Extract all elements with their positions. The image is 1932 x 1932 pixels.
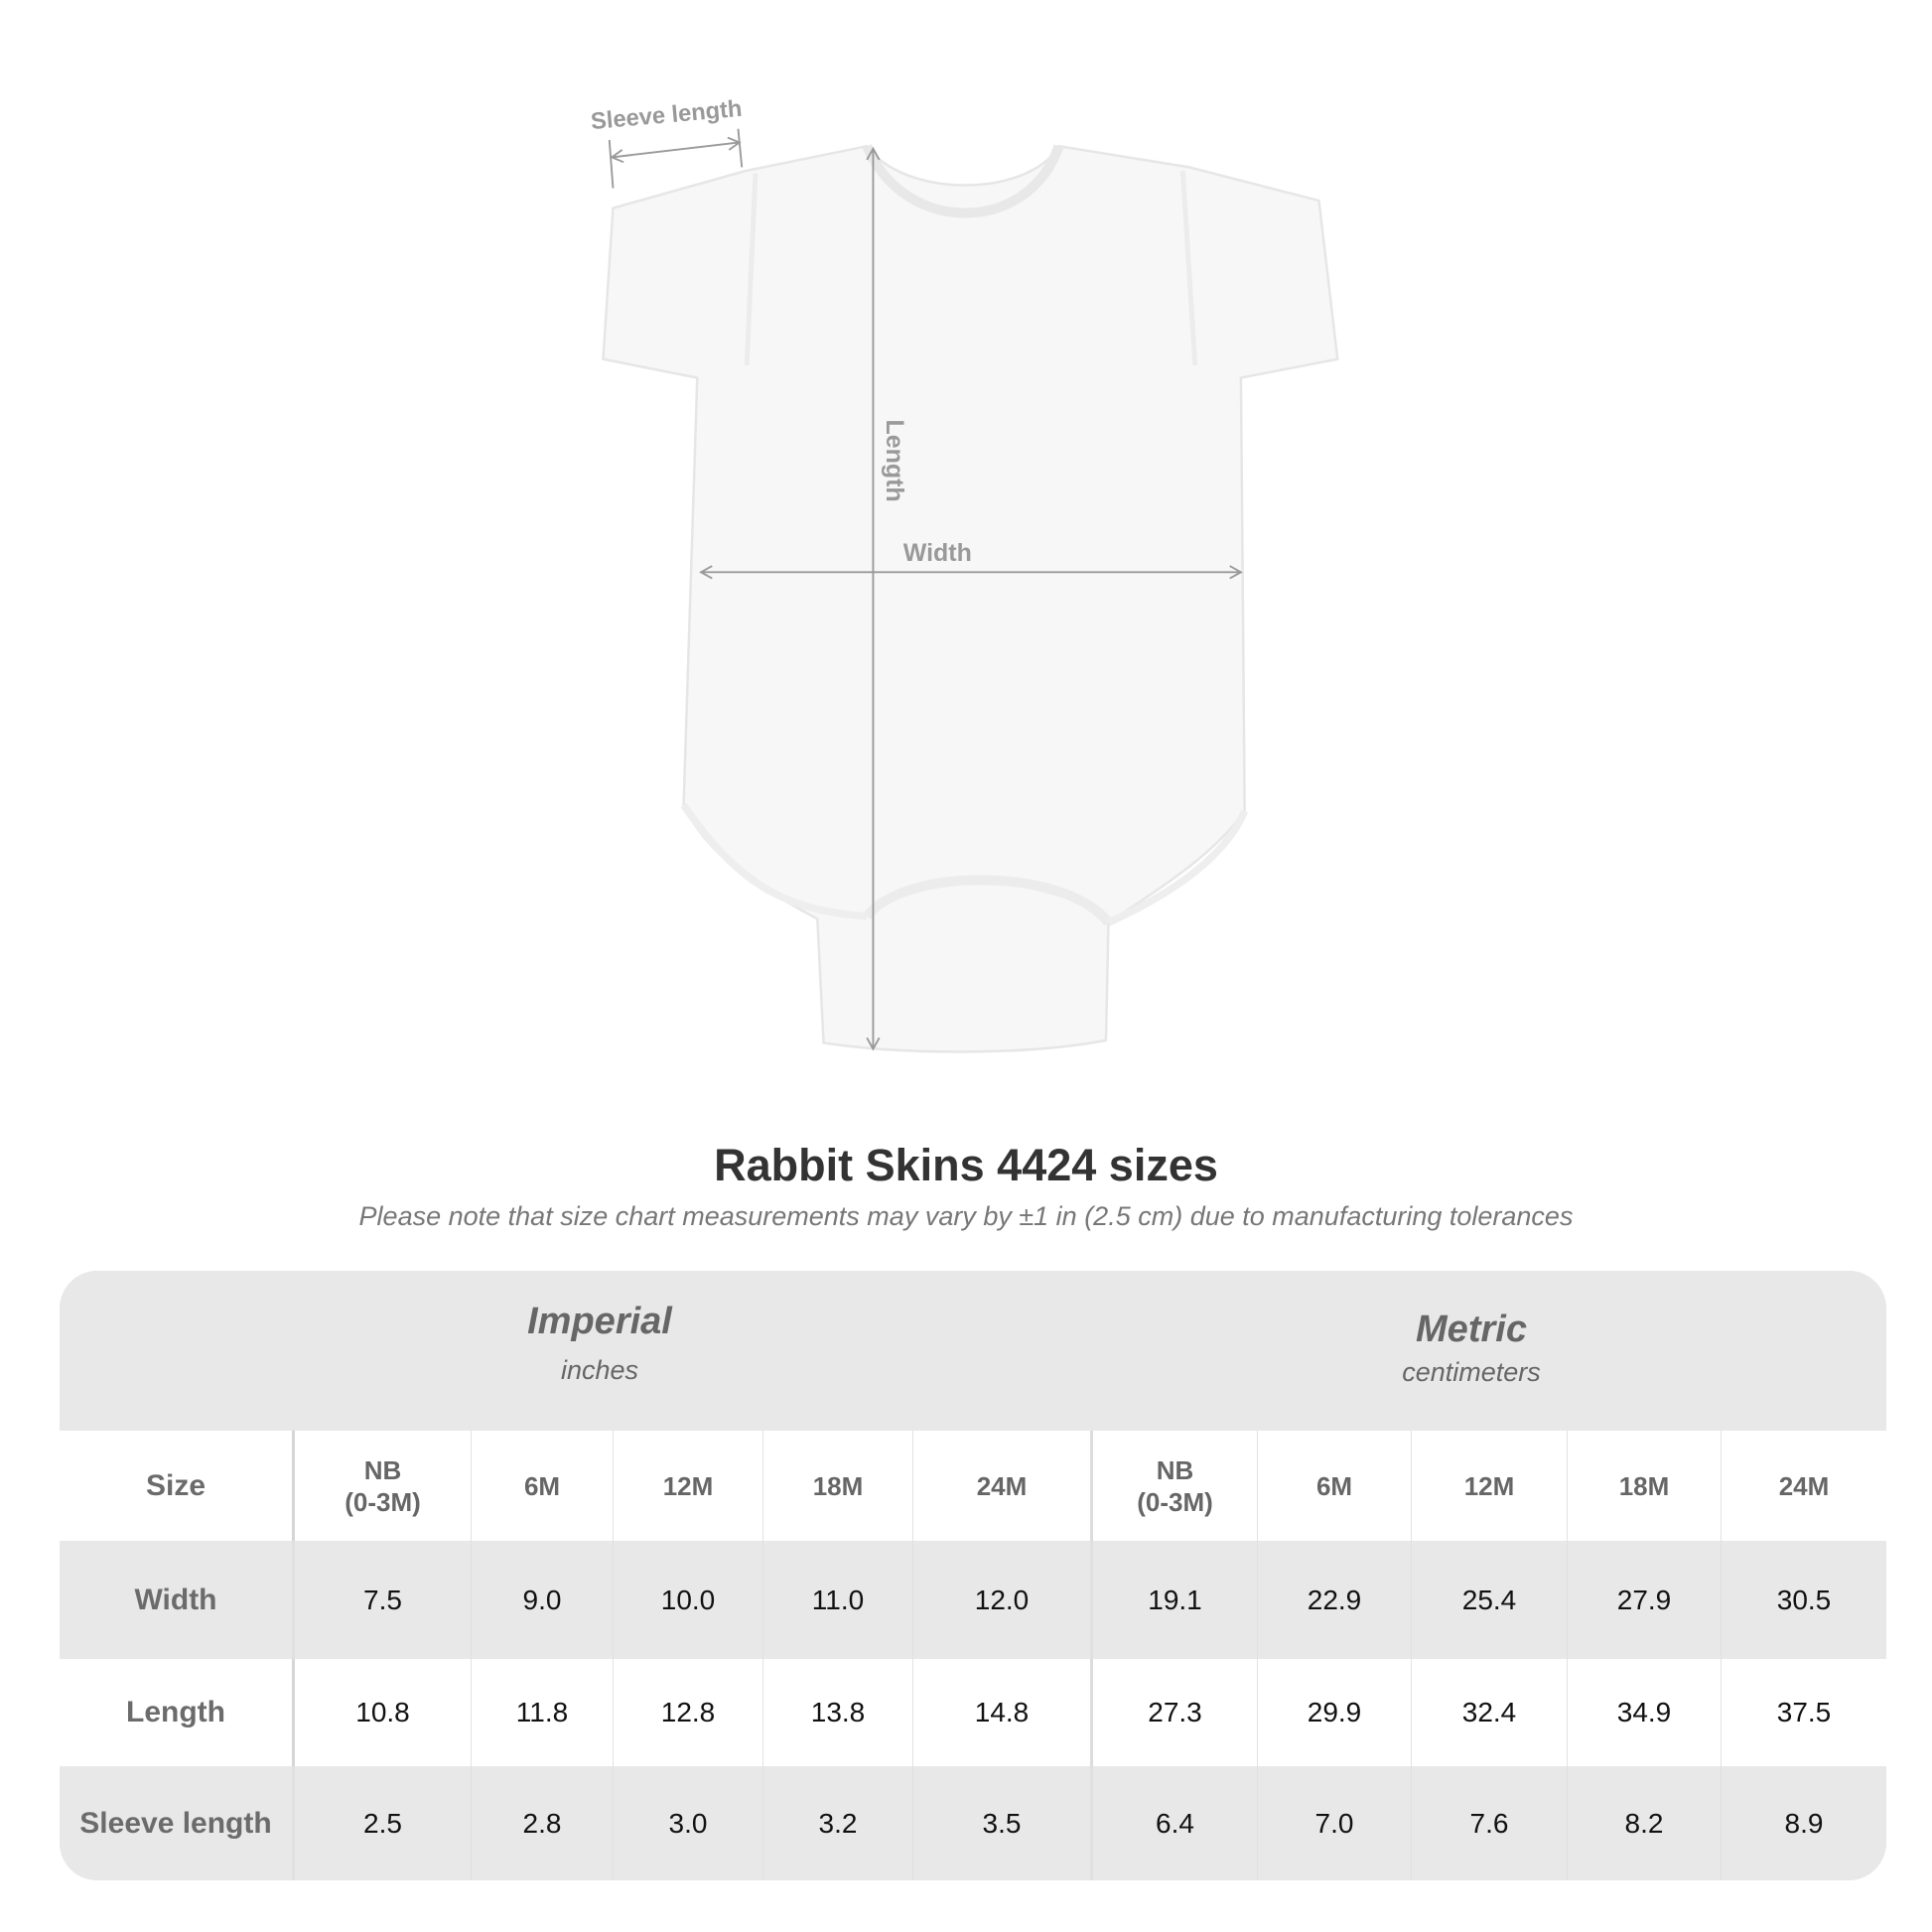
imperial-header: Imperial inches	[351, 1301, 848, 1386]
width-label: Width	[903, 539, 972, 567]
row-label: Width	[134, 1583, 217, 1616]
metric-value-cell: 7.6	[1411, 1766, 1567, 1880]
imperial-value-cell: 9.0	[471, 1541, 613, 1659]
table-row-length: Length 10.8 11.8 12.8 13.8 14.8 27.3 29.9 32.4 34…	[60, 1659, 1886, 1766]
sleeve-length-label: Sleeve length	[590, 96, 743, 135]
imperial-value-cell: 13.8	[762, 1659, 912, 1766]
metric-value-cell: 7.0	[1257, 1766, 1411, 1880]
length-label: Length	[881, 419, 908, 501]
metric-size-header: 12M	[1411, 1431, 1567, 1541]
imperial-value-cell: 11.0	[762, 1541, 912, 1659]
onesie-illustration	[602, 144, 1339, 1053]
imperial-value-cell: 3.5	[912, 1766, 1090, 1880]
row-label: Length	[126, 1696, 225, 1728]
imperial-value-cell: 2.5	[292, 1766, 471, 1880]
imperial-value-cell: 3.2	[762, 1766, 912, 1880]
metric-title: Metric	[1416, 1309, 1527, 1350]
page-title: Rabbit Skins 4424 sizes	[714, 1140, 1218, 1190]
metric-value-cell: 6.4	[1090, 1766, 1257, 1880]
imperial-value-cell: 2.8	[471, 1766, 613, 1880]
imperial-value-cell: 11.8	[471, 1659, 613, 1766]
metric-unit: centimeters	[1402, 1357, 1541, 1387]
metric-value-cell: 27.3	[1090, 1659, 1257, 1766]
imperial-size-header: 18M	[762, 1431, 912, 1541]
imperial-value-cell: 7.5	[292, 1541, 471, 1659]
metric-value-cell: 37.5	[1721, 1659, 1886, 1766]
size-table: Imperial inches Metric centimeters Size N…	[60, 1271, 1886, 1880]
metric-size-header: 6M	[1257, 1431, 1411, 1541]
metric-value-cell: 27.9	[1567, 1541, 1721, 1659]
imperial-value-cell: 14.8	[912, 1659, 1090, 1766]
metric-value-cell: 8.2	[1567, 1766, 1721, 1880]
sleeve-length-arrow	[608, 128, 744, 189]
size-header-row: Size NB (0-3M) 6M 12M 18M 24M NB (0-3M) 6M 12M 18…	[60, 1431, 1886, 1541]
imperial-value-cell: 3.0	[613, 1766, 762, 1880]
table-row-width: Width 7.5 9.0 10.0 11.0 12.0 19.1 22.9 25.4 27.9 3…	[60, 1541, 1886, 1659]
metric-size-header: 18M	[1567, 1431, 1721, 1541]
size-column-header: Size	[145, 1468, 207, 1502]
imperial-title: Imperial	[527, 1301, 672, 1342]
imperial-size-header: 24M	[912, 1431, 1090, 1541]
metric-value-cell: 32.4	[1411, 1659, 1567, 1766]
imperial-value-cell: 10.0	[613, 1541, 762, 1659]
imperial-unit: inches	[560, 1355, 639, 1385]
row-label: Sleeve length	[79, 1806, 272, 1840]
imperial-size-header: 6M	[471, 1431, 613, 1541]
imperial-value-cell: 12.0	[912, 1541, 1090, 1659]
tolerance-note: Please note that size chart measurements…	[358, 1201, 1574, 1231]
imperial-size-header: 12M	[613, 1431, 762, 1541]
metric-value-cell: 22.9	[1257, 1541, 1411, 1659]
imperial-size-header: NB (0-3M)	[292, 1431, 471, 1541]
metric-value-cell: 30.5	[1721, 1541, 1886, 1659]
metric-value-cell: 34.9	[1567, 1659, 1721, 1766]
imperial-value-cell: 12.8	[613, 1659, 762, 1766]
metric-value-cell: 29.9	[1257, 1659, 1411, 1766]
unit-header-band: Imperial inches Metric centimeters	[60, 1271, 1886, 1431]
table-row-sleeve-length: Sleeve length 2.5 2.8 3.0 3.2 3.5 6.4 7.0 7.6 8.2…	[60, 1766, 1886, 1880]
metric-value-cell: 19.1	[1090, 1541, 1257, 1659]
metric-size-header: NB (0-3M)	[1090, 1431, 1257, 1541]
metric-value-cell: 25.4	[1411, 1541, 1567, 1659]
metric-size-header: 24M	[1721, 1431, 1886, 1541]
imperial-value-cell: 10.8	[292, 1659, 471, 1766]
metric-header: Metric centimeters	[1223, 1309, 1720, 1388]
metric-value-cell: 8.9	[1721, 1766, 1886, 1880]
